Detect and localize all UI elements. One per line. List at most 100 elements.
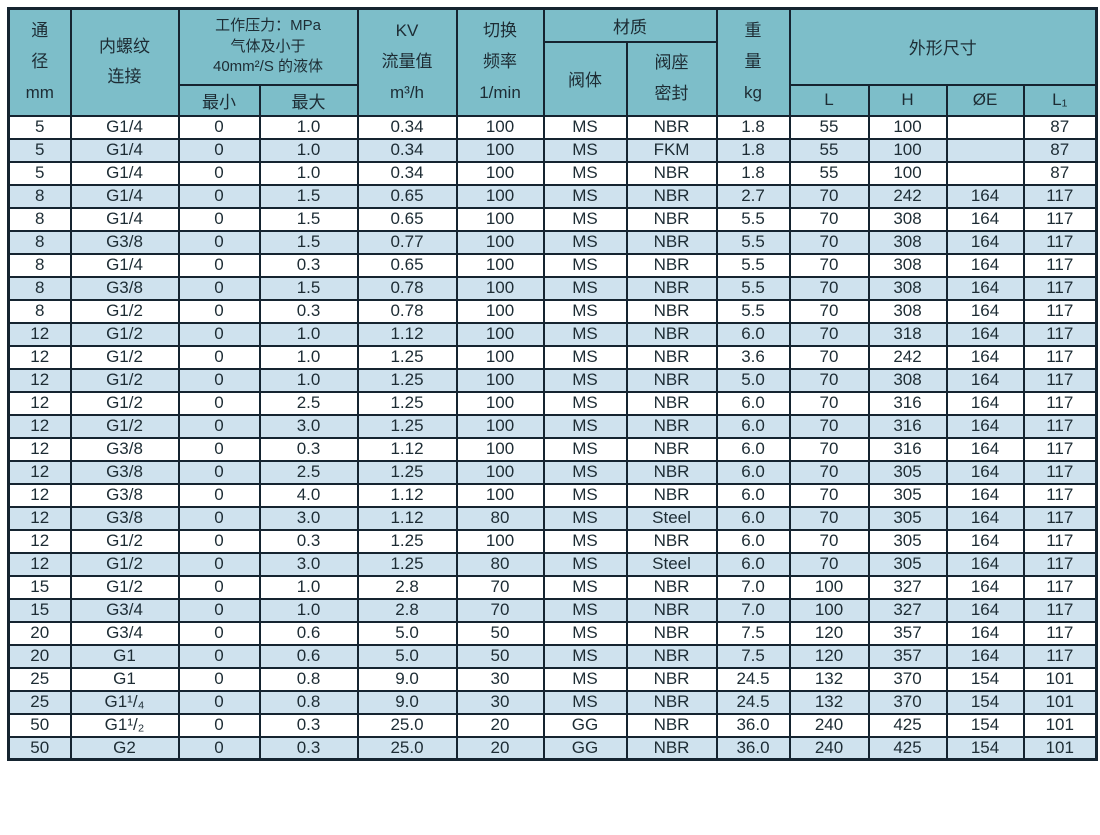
cell-thread: G1/4 [69,160,180,186]
cell-dim-l1: 117 [1022,321,1098,347]
cell-frequency: 100 [455,275,545,301]
header-weight: 重 量 kg [715,7,791,117]
cell-pressure-max: 0.3 [258,436,359,462]
cell-pressure-max: 1.5 [258,229,359,255]
cell-dim-l: 100 [788,597,870,623]
cell-dim-l1: 117 [1022,367,1098,393]
cell-thread: G1/2 [69,298,180,324]
cell-pressure-max: 1.5 [258,275,359,301]
cell-kv: 0.65 [356,183,458,209]
cell-dim-l1: 117 [1022,551,1098,577]
cell-thread: G1/2 [69,528,180,554]
cell-seat-seal: NBR [625,344,718,370]
cell-dim-e: 154 [945,712,1025,738]
cell-kv: 1.25 [356,390,458,416]
cell-dim-e: 164 [945,252,1025,278]
cell-seat-seal: FKM [625,137,718,163]
cell-frequency: 100 [455,114,545,140]
cell-dim-h: 100 [867,137,948,163]
cell-dim-e: 164 [945,436,1025,462]
cell-pressure-max: 0.3 [258,712,359,738]
cell-kv: 9.0 [356,689,458,715]
cell-dim-l1: 117 [1022,505,1098,531]
cell-pressure-min: 0 [177,160,261,186]
cell-dn: 12 [7,413,72,439]
cell-dim-l1: 117 [1022,252,1098,278]
cell-dim-l: 70 [788,482,870,508]
cell-weight: 24.5 [715,666,791,692]
cell-seat-seal: NBR [625,689,718,715]
table-row: 50 G1¹/₂ 0 0.3 25.0 20 GG NBR 36.0 240 425 154 101 [7,712,1098,738]
cell-dn: 8 [7,275,72,301]
cell-frequency: 30 [455,689,545,715]
cell-kv: 1.12 [356,436,458,462]
cell-pressure-max: 1.0 [258,160,359,186]
cell-valve-body: MS [542,275,628,301]
cell-pressure-max: 0.8 [258,689,359,715]
cell-frequency: 100 [455,528,545,554]
cell-dim-l: 100 [788,574,870,600]
cell-pressure-max: 2.5 [258,390,359,416]
cell-pressure-min: 0 [177,229,261,255]
cell-dim-h: 308 [867,275,948,301]
table-header: 通 径 mm 内螺纹 连接 工作压力：MPa 气体及小于 40mm²/S 的液体… [7,7,1098,117]
cell-thread: G1/2 [69,321,180,347]
table-row: 12 G3/8 0 3.0 1.12 80 MS Steel 6.0 70 305 164 117 [7,505,1098,531]
cell-dim-e: 164 [945,298,1025,324]
cell-dim-h: 425 [867,735,948,761]
cell-thread: G1/4 [69,137,180,163]
cell-dim-l: 70 [788,252,870,278]
cell-dim-l: 132 [788,689,870,715]
cell-dn: 8 [7,206,72,232]
table-row: 12 G1/2 0 1.0 1.12 100 MS NBR 6.0 70 318 164 117 [7,321,1098,347]
cell-valve-body: MS [542,505,628,531]
cell-seat-seal: Steel [625,551,718,577]
cell-dim-e: 164 [945,367,1025,393]
table-row: 25 G1¹/₄ 0 0.8 9.0 30 MS NBR 24.5 132 370 154 101 [7,689,1098,715]
cell-seat-seal: NBR [625,298,718,324]
cell-dim-l1: 117 [1022,459,1098,485]
cell-pressure-min: 0 [177,367,261,393]
header-working-pressure: 工作压力：MPa 气体及小于 40mm²/S 的液体 [177,7,359,86]
header-switching-frequency: 切换 频率 1/min [455,7,545,117]
cell-dim-l1: 117 [1022,620,1098,646]
cell-pressure-min: 0 [177,735,261,761]
cell-dim-h: 305 [867,528,948,554]
header-dimensions: 外形尺寸 [788,7,1098,86]
cell-thread: G3/8 [69,229,180,255]
cell-dim-e: 164 [945,390,1025,416]
cell-dim-l: 70 [788,505,870,531]
cell-pressure-min: 0 [177,551,261,577]
cell-kv: 0.78 [356,275,458,301]
table-row: 8 G1/2 0 0.3 0.78 100 MS NBR 5.5 70 308 164 117 [7,298,1098,324]
cell-thread: G1/2 [69,390,180,416]
cell-thread: G1/2 [69,574,180,600]
cell-seat-seal: NBR [625,160,718,186]
cell-thread: G3/4 [69,597,180,623]
cell-kv: 1.12 [356,505,458,531]
cell-thread: G1/2 [69,413,180,439]
cell-kv: 0.34 [356,137,458,163]
cell-pressure-max: 1.0 [258,367,359,393]
cell-dn: 15 [7,597,72,623]
cell-seat-seal: NBR [625,574,718,600]
cell-frequency: 100 [455,367,545,393]
header-row-top: 通 径 mm 内螺纹 连接 工作压力：MPa 气体及小于 40mm²/S 的液体… [7,7,1098,117]
cell-kv: 0.65 [356,252,458,278]
cell-dn: 8 [7,183,72,209]
cell-dim-l: 70 [788,551,870,577]
cell-dim-e: 164 [945,551,1025,577]
cell-dim-l1: 101 [1022,712,1098,738]
cell-frequency: 100 [455,252,545,278]
cell-kv: 2.8 [356,597,458,623]
table-row: 12 G1/2 0 0.3 1.25 100 MS NBR 6.0 70 305 164 117 [7,528,1098,554]
cell-dn: 12 [7,505,72,531]
cell-pressure-max: 0.3 [258,528,359,554]
cell-weight: 5.5 [715,229,791,255]
cell-dim-l: 70 [788,367,870,393]
cell-kv: 0.77 [356,229,458,255]
cell-dim-h: 305 [867,459,948,485]
cell-dim-e: 164 [945,413,1025,439]
cell-weight: 6.0 [715,390,791,416]
cell-seat-seal: NBR [625,597,718,623]
